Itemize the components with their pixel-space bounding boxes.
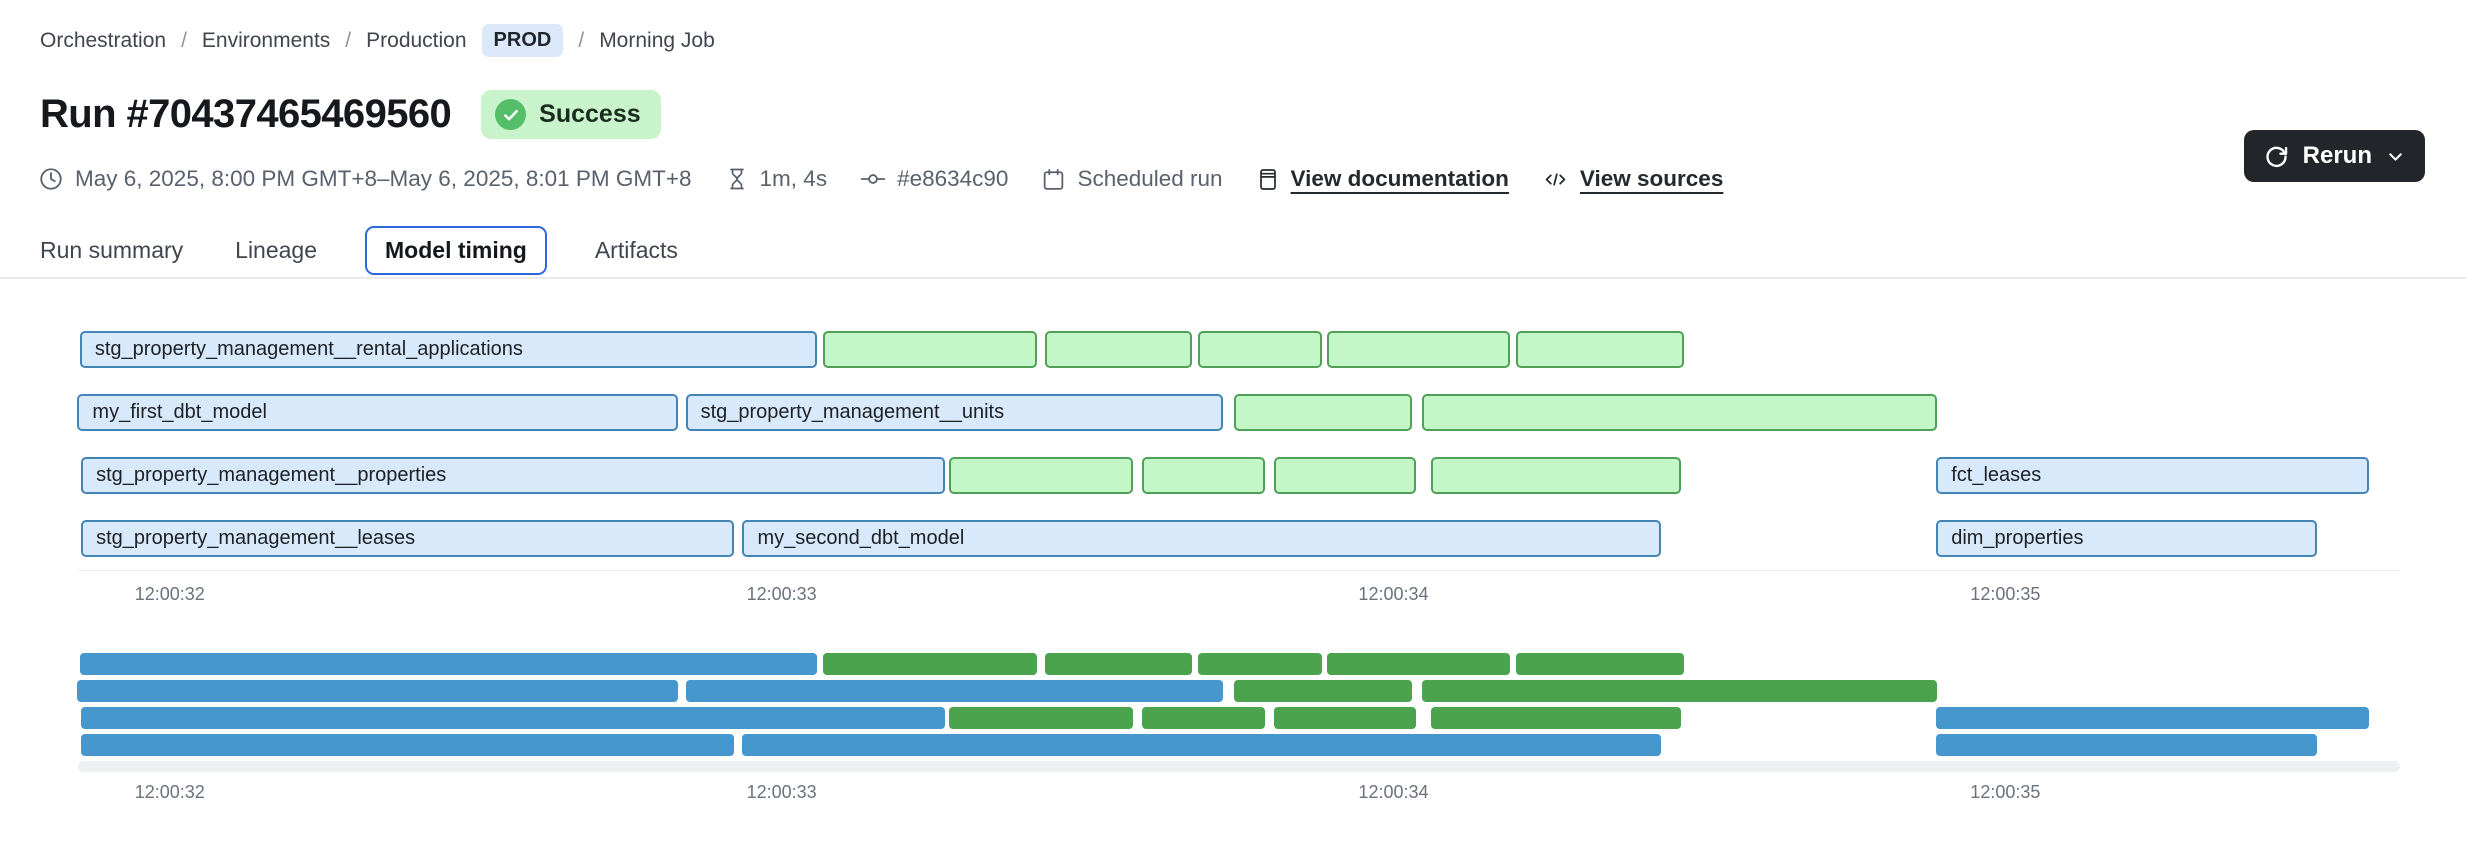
minimap-row — [77, 680, 2400, 702]
minimap-time-axis: 12:00:32 12:00:33 12:00:34 12:00:35 — [78, 778, 2400, 810]
minimap-bar — [1198, 653, 1322, 675]
hourglass-icon — [725, 166, 749, 192]
breadcrumb: Orchestration / Environments / Productio… — [40, 24, 715, 57]
breadcrumb-item-environments[interactable]: Environments — [201, 28, 331, 52]
gantt-bar[interactable] — [948, 457, 1134, 494]
time-tick-label: 12:00:34 — [1358, 782, 1429, 802]
refresh-icon — [2263, 143, 2290, 170]
page-title: Run #70437465469560 — [40, 92, 452, 136]
minimap-bar — [1936, 707, 2369, 729]
gantt-row: stg_property_management__rental_applicat… — [78, 331, 2400, 368]
run-trigger: Scheduled run — [1041, 166, 1223, 192]
minimap-bar — [1422, 680, 1938, 702]
gantt-bar[interactable] — [1233, 394, 1413, 431]
code-icon — [1542, 167, 1569, 192]
gantt-bar-fct_leases[interactable]: fct_leases — [1936, 457, 2369, 494]
time-tick-label: 12:00:32 — [134, 782, 205, 802]
tab-run-summary[interactable]: Run summary — [40, 237, 184, 263]
view-documentation-link[interactable]: View documentation — [1256, 166, 1509, 192]
gantt-bar-my_first_dbt_model[interactable]: my_first_dbt_model — [77, 394, 678, 431]
chevron-down-icon — [2385, 146, 2406, 167]
breadcrumb-separator: / — [181, 28, 187, 52]
gantt-row: stg_property_management__properties fct_l… — [78, 457, 2400, 494]
time-tick-label: 12:00:34 — [1358, 584, 1429, 604]
minimap-bar — [742, 734, 1662, 756]
minimap-bar — [1936, 734, 2318, 756]
minimap-bar — [1431, 707, 1682, 729]
tabs-divider — [0, 277, 2466, 279]
gantt-bar[interactable] — [1273, 457, 1416, 494]
calendar-icon — [1041, 167, 1066, 192]
run-time-range: May 6, 2025, 8:00 PM GMT+8–May 6, 2025, … — [38, 166, 692, 192]
breadcrumb-separator: / — [345, 28, 352, 52]
time-tick-label: 12:00:35 — [1970, 584, 2041, 604]
minimap-bar — [81, 707, 945, 729]
run-meta-row: May 6, 2025, 8:00 PM GMT+8–May 6, 2025, … — [38, 166, 1723, 192]
gantt-bar[interactable] — [1422, 394, 1938, 431]
minimap-bar — [79, 653, 817, 675]
rerun-button[interactable]: Rerun — [2243, 130, 2425, 182]
gantt-bar[interactable] — [1327, 331, 1510, 368]
gantt-bar[interactable] — [1431, 457, 1682, 494]
gantt-bar-stg_property_management__rental_applications[interactable]: stg_property_management__rental_applicat… — [79, 331, 817, 368]
breadcrumb-item-production[interactable]: Production — [366, 28, 467, 52]
minimap-bar — [1233, 680, 1413, 702]
minimap-row — [78, 653, 2400, 675]
tab-model-timing[interactable]: Model timing — [365, 226, 547, 275]
gantt-time-axis: 12:00:32 12:00:33 12:00:34 12:00:35 — [78, 570, 2400, 604]
gantt-chart: stg_property_management__rental_applicat… — [77, 331, 2400, 583]
check-circle-icon — [495, 99, 527, 130]
gantt-bar[interactable] — [1045, 331, 1193, 368]
rerun-label: Rerun — [2302, 142, 2372, 169]
document-icon — [1256, 167, 1280, 192]
minimap-row — [78, 734, 2400, 756]
gantt-bar-stg_property_management__properties[interactable]: stg_property_management__properties — [81, 457, 945, 494]
run-duration: 1m, 4s — [725, 166, 827, 192]
gantt-bar[interactable] — [1142, 457, 1265, 494]
gantt-bar[interactable] — [1198, 331, 1322, 368]
status-label: Success — [539, 100, 641, 128]
minimap-bar — [1142, 707, 1265, 729]
title-row: Run #70437465469560 Success — [40, 90, 661, 139]
commit-hash: #e8634c90 — [860, 166, 1008, 192]
tab-lineage[interactable]: Lineage — [235, 237, 318, 263]
minimap-bar — [1273, 707, 1416, 729]
time-tick-label: 12:00:35 — [1970, 782, 2041, 802]
gantt-bar-my_second_dbt_model[interactable]: my_second_dbt_model — [742, 520, 1662, 557]
gantt-bar[interactable] — [1515, 331, 1685, 368]
minimap-bar — [822, 653, 1038, 675]
commit-icon — [860, 166, 886, 192]
minimap-bar — [1045, 653, 1193, 675]
tab-bar: Run summary Lineage Model timing Artifac… — [36, 226, 682, 275]
minimap-bar — [1327, 653, 1510, 675]
gantt-bar-dim_properties[interactable]: dim_properties — [1936, 520, 2318, 557]
gantt-bar-stg_property_management__units[interactable]: stg_property_management__units — [685, 394, 1223, 431]
minimap-scrollbar-track[interactable] — [78, 761, 2400, 772]
minimap-bar — [77, 680, 678, 702]
breadcrumb-item-orchestration[interactable]: Orchestration — [40, 28, 167, 52]
gantt-row: my_first_dbt_model stg_property_managemen… — [77, 394, 2400, 431]
view-sources-link[interactable]: View sources — [1542, 166, 1723, 192]
minimap[interactable] — [77, 653, 2400, 761]
breadcrumb-item-morning-job[interactable]: Morning Job — [599, 28, 715, 52]
gantt-bar-stg_property_management__leases[interactable]: stg_property_management__leases — [81, 520, 734, 557]
tab-artifacts[interactable]: Artifacts — [594, 237, 678, 263]
clock-icon — [38, 166, 64, 192]
minimap-bar — [948, 707, 1134, 729]
breadcrumb-separator: / — [578, 28, 585, 52]
gantt-bar[interactable] — [822, 331, 1038, 368]
minimap-bar — [1515, 653, 1685, 675]
time-tick-label: 12:00:32 — [134, 584, 205, 604]
minimap-bar — [81, 734, 734, 756]
status-badge: Success — [481, 90, 661, 139]
time-tick-label: 12:00:33 — [746, 584, 817, 604]
gantt-row: stg_property_management__leases my_second… — [78, 520, 2400, 557]
minimap-row — [78, 707, 2400, 729]
time-tick-label: 12:00:33 — [746, 782, 817, 802]
minimap-bar — [685, 680, 1223, 702]
environment-badge: PROD — [481, 24, 564, 57]
